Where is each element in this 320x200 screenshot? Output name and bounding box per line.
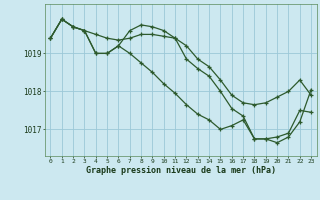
- X-axis label: Graphe pression niveau de la mer (hPa): Graphe pression niveau de la mer (hPa): [86, 166, 276, 175]
